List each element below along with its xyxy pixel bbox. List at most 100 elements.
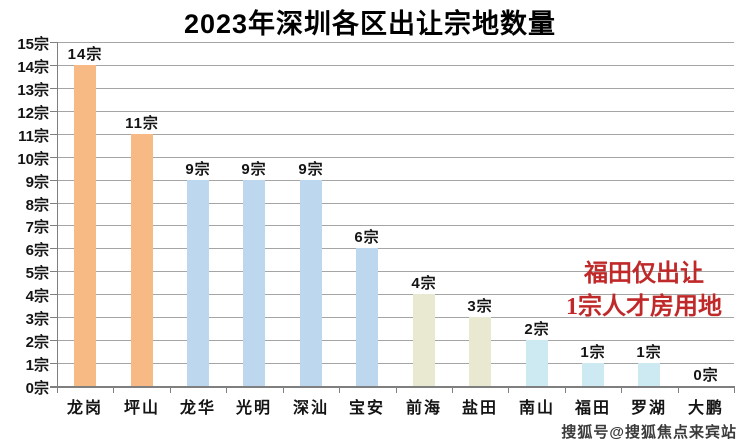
x-tick-label: 盐田 bbox=[461, 400, 498, 417]
y-axis-tick bbox=[50, 65, 57, 66]
x-tick-label: 南山 bbox=[518, 400, 555, 417]
y-axis-tick bbox=[50, 248, 57, 249]
x-axis-tick bbox=[565, 386, 566, 393]
x-tick-label: 光明 bbox=[235, 400, 272, 417]
y-tick-label: 1宗 bbox=[25, 357, 49, 374]
gridline bbox=[57, 42, 734, 43]
watermark: 搜狐号@搜狐焦点来宾站 bbox=[561, 424, 737, 441]
bar bbox=[582, 363, 604, 386]
y-axis-tick bbox=[50, 317, 57, 318]
bar-value-label: 3宗 bbox=[467, 298, 493, 315]
bar-value-label: 6宗 bbox=[354, 229, 380, 246]
x-axis-tick bbox=[339, 386, 340, 393]
bar-value-label: 0宗 bbox=[693, 367, 719, 384]
bar-value-label: 9宗 bbox=[185, 161, 211, 178]
bar-value-label: 4宗 bbox=[411, 275, 437, 292]
x-axis-tick bbox=[57, 386, 58, 393]
y-tick-label: 2宗 bbox=[25, 334, 49, 351]
bar bbox=[300, 180, 322, 386]
bar bbox=[356, 248, 378, 386]
gridline bbox=[57, 157, 734, 158]
y-axis-tick bbox=[50, 225, 57, 226]
x-axis-tick bbox=[226, 386, 227, 393]
bar bbox=[638, 363, 660, 386]
x-axis-tick bbox=[170, 386, 171, 393]
x-tick-label: 宝安 bbox=[348, 400, 385, 417]
gridline bbox=[57, 271, 734, 272]
annotation-line1: 福田仅出让 bbox=[584, 261, 704, 287]
x-tick-label: 龙华 bbox=[179, 400, 216, 417]
gridline bbox=[57, 340, 734, 341]
y-tick-label: 7宗 bbox=[25, 219, 49, 236]
y-tick-label: 14宗 bbox=[17, 59, 49, 76]
x-tick-label: 坪山 bbox=[123, 400, 160, 417]
bar-value-label: 11宗 bbox=[125, 115, 159, 132]
gridline bbox=[57, 134, 734, 135]
x-tick-label: 大鹏 bbox=[687, 400, 724, 417]
gridline bbox=[57, 180, 734, 181]
bar bbox=[131, 134, 153, 386]
y-tick-label: 9宗 bbox=[25, 174, 49, 191]
y-tick-label: 6宗 bbox=[25, 242, 49, 259]
gridline bbox=[57, 203, 734, 204]
bar-value-label: 2宗 bbox=[524, 321, 550, 338]
y-axis-tick bbox=[50, 88, 57, 89]
bar bbox=[187, 180, 209, 386]
x-axis-tick bbox=[283, 386, 284, 393]
x-axis-tick bbox=[621, 386, 622, 393]
y-axis-tick bbox=[50, 157, 57, 158]
y-tick-label: 4宗 bbox=[25, 288, 49, 305]
y-axis-tick bbox=[50, 340, 57, 341]
gridline bbox=[57, 111, 734, 112]
x-axis-tick bbox=[396, 386, 397, 393]
gridline bbox=[57, 248, 734, 249]
y-axis-tick bbox=[50, 363, 57, 364]
y-axis-tick bbox=[50, 42, 57, 43]
gridline bbox=[57, 88, 734, 89]
gridline bbox=[57, 294, 734, 295]
y-tick-label: 8宗 bbox=[25, 197, 49, 214]
annotation: 福田仅出让 1宗人才房用地 bbox=[548, 258, 740, 324]
bar-value-label: 1宗 bbox=[580, 344, 606, 361]
x-axis-tick bbox=[678, 386, 679, 393]
x-tick-label: 前海 bbox=[405, 400, 442, 417]
bar bbox=[243, 180, 265, 386]
y-tick-label: 13宗 bbox=[17, 82, 49, 99]
y-axis-tick bbox=[50, 180, 57, 181]
chart-title: 2023年深圳各区出让宗地数量 bbox=[183, 9, 557, 39]
gridline bbox=[57, 65, 734, 66]
bar-value-label: 1宗 bbox=[636, 344, 662, 361]
x-axis-tick bbox=[734, 386, 735, 393]
y-tick-label: 3宗 bbox=[25, 311, 49, 328]
gridline bbox=[57, 225, 734, 226]
y-tick-label: 5宗 bbox=[25, 265, 49, 282]
x-tick-label: 罗湖 bbox=[630, 400, 667, 417]
x-axis-tick bbox=[452, 386, 453, 393]
x-axis-line bbox=[50, 386, 734, 388]
bar bbox=[74, 65, 96, 386]
y-axis-tick bbox=[50, 111, 57, 112]
y-axis-tick bbox=[50, 294, 57, 295]
bar-value-label: 9宗 bbox=[298, 161, 324, 178]
bar-value-label: 14宗 bbox=[67, 46, 103, 63]
bar bbox=[413, 294, 435, 386]
x-axis-tick bbox=[508, 386, 509, 393]
annotation-line2: 1宗人才房用地 bbox=[566, 294, 722, 320]
gridline bbox=[57, 317, 734, 318]
y-tick-label: 11宗 bbox=[18, 128, 49, 145]
bar bbox=[526, 340, 548, 386]
y-axis-tick bbox=[50, 134, 57, 135]
y-tick-label: 0宗 bbox=[25, 380, 49, 397]
y-axis-tick bbox=[50, 271, 57, 272]
y-tick-label: 15宗 bbox=[17, 36, 49, 53]
x-tick-label: 福田 bbox=[574, 400, 611, 417]
y-tick-label: 12宗 bbox=[17, 105, 49, 122]
bar-value-label: 9宗 bbox=[241, 161, 267, 178]
gridline bbox=[57, 363, 734, 364]
y-axis-tick bbox=[50, 203, 57, 204]
y-tick-label: 10宗 bbox=[17, 151, 49, 168]
bar bbox=[469, 317, 491, 386]
x-tick-label: 龙岗 bbox=[66, 400, 103, 417]
y-axis-line bbox=[57, 42, 58, 386]
